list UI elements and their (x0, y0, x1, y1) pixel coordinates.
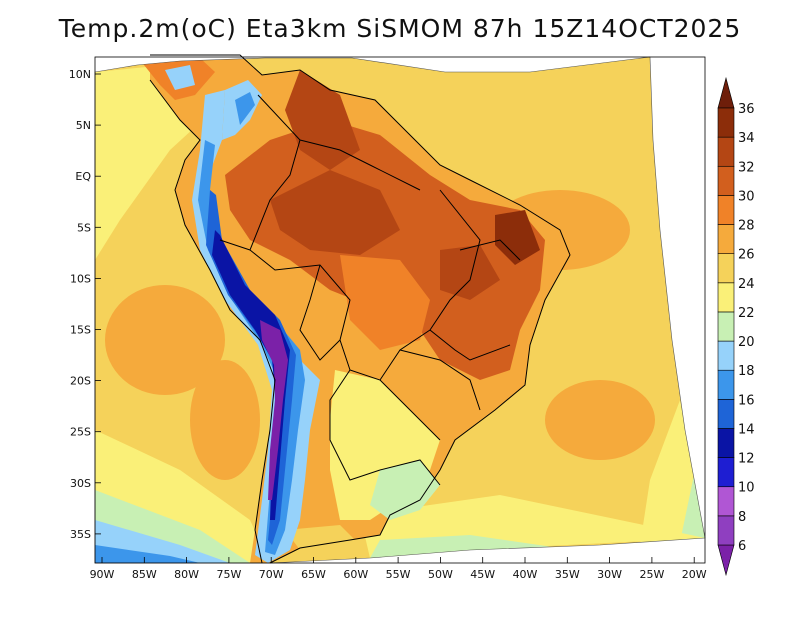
map-title: Temp.2m(oC) Eta3km SiSMOM 87h 15Z14OCT20… (58, 14, 742, 43)
colorbar-label: 16 (738, 393, 755, 408)
lon-tick-label: 80W (174, 568, 199, 581)
lon-tick-label: 55W (386, 568, 411, 581)
lon-tick-label: 75W (216, 568, 241, 581)
longitude-axis: 90W 85W 80W 75W 70W 65W 60W 55W 50W 45W 40W 35W 30W 2… (90, 557, 707, 581)
colorbar-bin (717, 282, 735, 313)
lat-tick-label: 10N (69, 68, 91, 81)
colorbar-label: 22 (738, 306, 755, 321)
colorbar: 6 8 10 12 14 16 18 20 22 24 26 28 30 32 34 36 (717, 76, 755, 577)
colorbar-bin (717, 515, 735, 546)
lat-tick-label: 5S (77, 221, 91, 234)
lon-tick-label: 20W (682, 568, 707, 581)
lon-tick-label: 45W (470, 568, 495, 581)
colorbar-bin (717, 253, 735, 284)
colorbar-bin (717, 195, 735, 225)
colorbar-bin (717, 165, 735, 196)
colorbar-label: 28 (738, 219, 755, 234)
lon-tick-label: 65W (301, 568, 326, 581)
colorbar-label: 26 (738, 248, 755, 263)
colorbar-label: 6 (738, 539, 746, 554)
colorbar-label: 36 (738, 102, 755, 117)
colorbar-label: 12 (738, 452, 755, 467)
lon-tick-label: 70W (259, 568, 284, 581)
lon-tick-label: 60W (343, 568, 368, 581)
lat-tick-label: 20S (70, 375, 91, 388)
lon-tick-label: 30W (597, 568, 622, 581)
lat-tick-label: 30S (70, 477, 91, 490)
colorbar-label: 18 (738, 364, 755, 379)
colorbar-bin (717, 76, 735, 109)
lat-tick-label: 10S (70, 272, 91, 285)
temperature-field (95, 57, 705, 563)
colorbar-label: 24 (738, 277, 755, 292)
colorbar-bin (717, 107, 735, 138)
lat-tick-label: 35S (70, 528, 91, 541)
colorbar-bin (717, 457, 735, 488)
colorbar-label: 34 (738, 131, 755, 146)
colorbar-label: 8 (738, 510, 746, 525)
colorbar-bin (717, 136, 735, 167)
colorbar-bin (717, 340, 735, 371)
domain-border (94, 56, 706, 564)
country-borders (149, 54, 571, 564)
lon-tick-label: 35W (555, 568, 580, 581)
axes-frame (94, 56, 706, 564)
lon-tick-label: 25W (639, 568, 664, 581)
lon-tick-label: 50W (428, 568, 453, 581)
colorbar-label: 14 (738, 422, 755, 437)
lat-tick-label: 5N (76, 119, 91, 132)
colorbar-bin (717, 544, 735, 577)
colorbar-label: 30 (738, 189, 755, 204)
colorbar-bin (717, 428, 735, 458)
colorbar-label: 32 (738, 160, 755, 175)
colorbar-bin (717, 311, 735, 342)
lon-tick-label: 90W (90, 568, 115, 581)
colorbar-label: 20 (738, 335, 755, 350)
colorbar-bin (717, 224, 735, 254)
lat-tick-label: EQ (75, 170, 91, 183)
colorbar-bin (717, 399, 735, 429)
latitude-axis: 10N 5N EQ 5S 10S 15S 20S 25S 30S 35S (69, 68, 101, 541)
colorbar-label: 10 (738, 481, 755, 496)
colorbar-bin (717, 369, 735, 400)
colorbar-bin (717, 486, 735, 517)
lon-tick-label: 85W (132, 568, 157, 581)
lat-tick-label: 25S (70, 426, 91, 439)
lon-tick-label: 40W (513, 568, 538, 581)
lat-tick-label: 15S (70, 324, 91, 337)
